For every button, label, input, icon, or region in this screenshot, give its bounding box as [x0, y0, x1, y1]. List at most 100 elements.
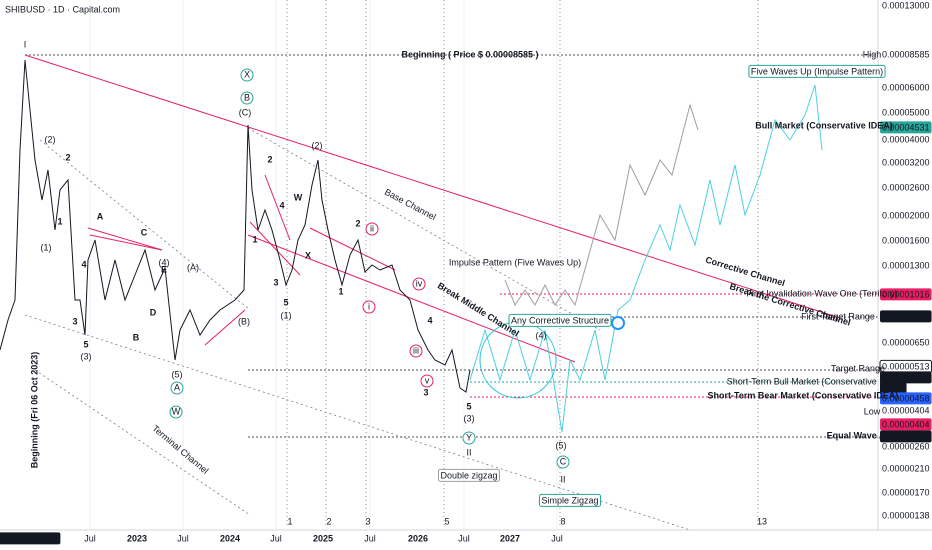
middle-channel: [247, 234, 576, 363]
label-box: [880, 418, 932, 431]
price-label: 0.00000458: [882, 393, 930, 403]
time-label: Jul: [270, 533, 282, 543]
wave-label: C: [141, 227, 148, 237]
time-label: 2026: [408, 533, 428, 543]
wave-label: iv: [416, 278, 423, 288]
annotation: Equal Wave A: [827, 430, 886, 440]
projection: [469, 84, 823, 433]
time-label: 2024: [220, 533, 240, 543]
price-line: [0, 59, 471, 393]
projection: [504, 103, 699, 307]
price-label: 0.00001300: [882, 260, 930, 270]
wave-label: (5): [172, 369, 183, 379]
price-label: 0.00000260: [882, 441, 930, 451]
wave-label: i: [368, 301, 370, 311]
time-label: Jul: [551, 533, 563, 543]
time-label: Jul: [177, 533, 189, 543]
cycle-number: 8: [560, 516, 565, 526]
label-box: [880, 392, 932, 405]
wave-label: 2: [65, 152, 70, 162]
wave-label: 4: [81, 259, 86, 269]
chart-title: SHIBUSD · 1D · Capital.com: [5, 4, 120, 14]
wave-circle: [240, 91, 254, 105]
wave-label: II: [560, 474, 565, 484]
wave-label: (4): [159, 257, 170, 267]
wave-label: 2: [355, 218, 360, 228]
levels: [25, 54, 878, 438]
price-label: 0.00004531: [882, 122, 930, 132]
wave-label: II: [466, 447, 471, 457]
wave-circle: [170, 381, 184, 395]
wave-label: X: [305, 250, 311, 260]
cycle-number: 13: [757, 516, 767, 526]
wave-label: X: [244, 69, 250, 79]
price-label: 0.00004000: [882, 134, 930, 144]
cycle-number: 1: [287, 516, 292, 526]
price-label: 0.00000821: [882, 311, 930, 321]
label-box: [538, 493, 602, 507]
price-label: 0.00000284: [882, 431, 930, 441]
annotation: Short-Term Bear Market (Conservative IDE…: [708, 390, 899, 400]
wave-label: 1: [338, 286, 343, 296]
cycle-number: 2: [326, 516, 331, 526]
time-label: Thu 28 Oct '21: [0, 533, 58, 543]
wave-label: 5: [466, 401, 471, 411]
annotation: Impulse Pattern (Five Waves Up): [449, 257, 581, 267]
annotation: Short-Term Bull Market (Conservative IDE…: [727, 376, 904, 386]
wave-label: (C): [239, 107, 252, 117]
annotation: Bull Market (Conservative IDEA): [755, 120, 893, 130]
label-box: [437, 468, 501, 482]
time-label: Jul: [364, 533, 376, 543]
wave-label: I: [24, 39, 27, 49]
price-label: 0.00003200: [882, 157, 930, 167]
label-box: [0, 532, 61, 545]
price-label: 0.00005000: [882, 107, 930, 117]
annotation: First Invalidation Wave One (Territory): [746, 288, 897, 298]
label-box: [880, 371, 932, 384]
price-label: 59:17: [882, 383, 905, 393]
cycle-number: 3: [365, 516, 370, 526]
wave-label: D: [150, 307, 157, 317]
annotation: Beginning ( Price $ 0.00008585 ): [401, 49, 538, 59]
time-label: 2023: [127, 533, 147, 543]
label-box: [880, 121, 932, 134]
wave-label: iii: [413, 345, 419, 355]
wave-label: 3: [273, 277, 278, 287]
annotation: Any Corrective Structure: [511, 315, 609, 325]
wave-label: (4): [536, 330, 547, 340]
cycle-number: 5: [444, 516, 449, 526]
time-label: 2025: [313, 533, 333, 543]
annotation: Simple Zigzag: [541, 495, 598, 505]
wave-label: 5: [283, 297, 288, 307]
wave-circle: [412, 277, 426, 291]
price-label: 0.00000138: [882, 510, 930, 520]
corrective-channel: [24, 54, 841, 319]
price-label: 0.00000481: [882, 372, 930, 382]
wave-label: (A): [187, 262, 199, 272]
wave-label: 5: [83, 339, 88, 349]
price-label: 0.00000170: [882, 487, 930, 497]
wave-circle: [362, 300, 376, 314]
channels: [24, 127, 691, 531]
wave-label: (2): [312, 140, 323, 150]
wave-label: 3: [72, 316, 77, 326]
wave-label: (5): [556, 440, 567, 450]
label-box: [880, 310, 932, 323]
annotation: Target Range: [831, 363, 885, 373]
wave-label: Y: [466, 432, 472, 442]
wave-label: (1): [281, 310, 292, 320]
time-label: 2027: [500, 533, 520, 543]
price-label: 0.00000650: [882, 337, 930, 347]
annotation: Double zigzag: [440, 470, 497, 480]
wave-label: W: [294, 192, 303, 202]
wave-label: A: [97, 211, 104, 221]
cycle-lines: [286, 0, 759, 528]
wave-label: A: [174, 382, 180, 392]
wave-label: E: [161, 264, 167, 274]
label-box: [508, 313, 612, 327]
annotation: First Target Range: [801, 311, 875, 321]
marker: [611, 316, 625, 330]
wave-triangles: [87, 174, 396, 346]
wave-label: v: [425, 375, 430, 385]
